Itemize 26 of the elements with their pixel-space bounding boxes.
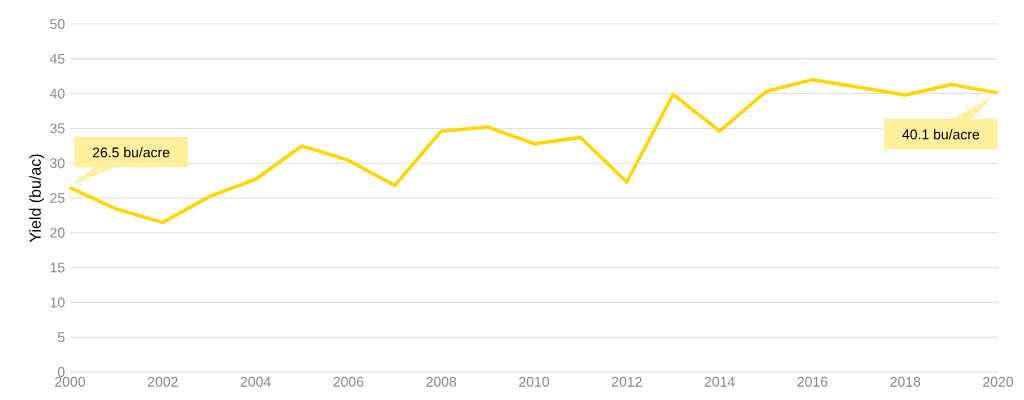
y-tick-label: 35: [50, 123, 65, 134]
y-tick-label: 40: [49, 88, 65, 99]
x-tick-label: 2016: [797, 376, 828, 387]
x-tick-label: 2000: [55, 376, 86, 387]
x-tick-label: 2020: [983, 376, 1014, 387]
y-tick-label: 0: [57, 367, 65, 377]
x-tick-label: 2008: [426, 376, 457, 387]
y-tick-label: 25: [50, 193, 65, 203]
y-tick-label: 5: [57, 332, 65, 343]
x-tick-label: 2014: [704, 376, 735, 387]
y-tick-label: 10: [50, 297, 65, 308]
y-tick-label: 45: [49, 53, 65, 64]
x-tick-label: 2004: [240, 376, 271, 387]
x-tick-label: 2012: [611, 376, 642, 387]
y-tick-label: 15: [50, 262, 65, 273]
y-axis-title: Yield (bu/ac): [29, 154, 45, 243]
y-tick-label: 30: [50, 158, 65, 169]
x-tick-label: 2010: [519, 376, 550, 387]
y-tick-label: 20: [50, 227, 65, 238]
x-tick-label: 2006: [333, 376, 364, 387]
annotation: 26.5 bu/acre: [92, 147, 170, 158]
line-series: [68, 77, 1000, 225]
x-tick-label: 2002: [147, 376, 178, 387]
y-tick-label: 50: [50, 19, 65, 29]
x-tick-label: 2018: [890, 376, 921, 387]
annotation: 40.1 bu/acre: [902, 129, 980, 140]
